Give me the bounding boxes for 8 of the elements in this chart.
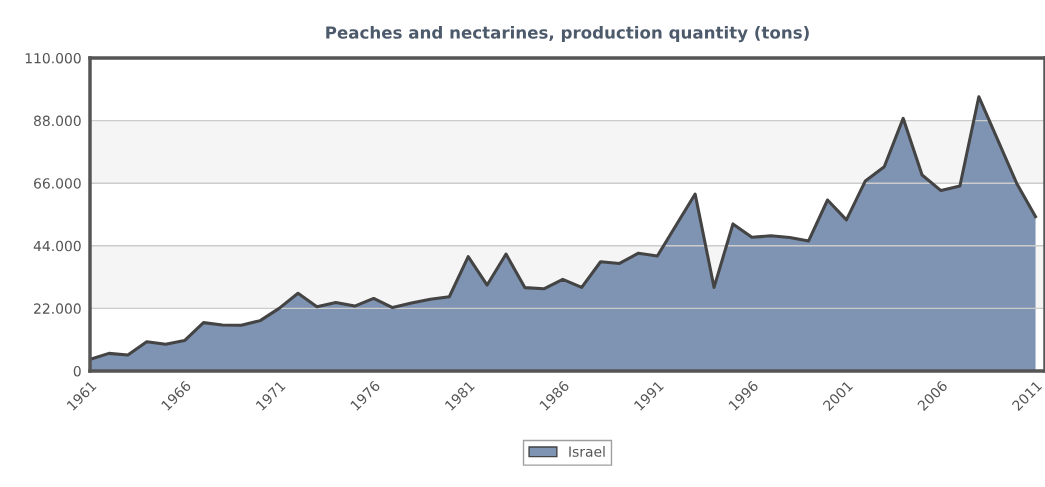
y-tick-label: 0 [73, 365, 81, 377]
y-tick-label: 88.000 [34, 115, 81, 127]
y-tick-label: 44.000 [33, 240, 81, 252]
y-tick-label: 110.000 [25, 52, 81, 64]
legend-label: Israel [569, 446, 605, 457]
y-tick-label: 66.000 [34, 178, 81, 189]
y-tick-label: 22.000 [34, 303, 81, 314]
chart-title: Peaches and nectarines, production quantity (tons) [326, 25, 809, 43]
